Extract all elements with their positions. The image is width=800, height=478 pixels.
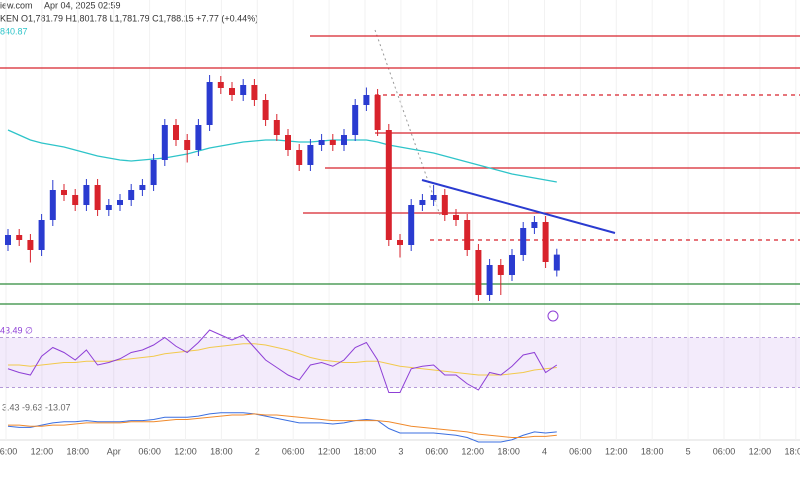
time-label: 06:00 [569,446,592,456]
time-label: 12:00 [174,446,197,456]
candle-body [173,125,179,140]
candle-body [419,200,426,205]
candle-body [329,140,336,145]
candle-body [341,135,347,145]
candle-body [139,185,146,190]
candle-body [363,95,370,105]
candle-body [408,205,415,245]
candle-body [38,220,45,250]
time-label: 2 [255,446,260,456]
candle-body [318,140,325,145]
time-label: 18:00 [497,446,520,456]
candle-body [206,82,213,125]
candle-body [430,195,437,200]
candle-body [542,222,549,262]
candle-body [229,88,235,95]
candle-body [195,125,202,150]
candle-body [5,235,11,245]
candle-body [397,240,403,245]
candle-body [262,100,269,120]
candle-body [251,85,258,100]
candle-body [117,200,123,205]
time-label: 3 [398,446,403,456]
candle-body [553,254,560,271]
rsi-band [0,337,800,388]
candle-body [150,160,157,185]
time-label: 18:00 [210,446,233,456]
ma-header: 840.87 [0,26,28,36]
candle-body [497,265,504,275]
candle-body [374,95,381,130]
time-label: 06:00 [713,446,736,456]
candle-body [520,228,527,255]
candle-body [161,125,168,160]
alert-icon [547,310,559,322]
time-label: 06:00 [138,446,161,456]
candle-body [385,130,392,240]
candle-body [128,190,135,200]
site-label: iew.com [0,0,33,10]
candle-body [285,135,291,150]
time-label: 5 [686,446,691,456]
time-label: 12:00 [318,446,341,456]
time-label: 18:00 [67,446,90,456]
candle-body [217,82,224,88]
macd-header: 3.43 -9.63 -13.07 [2,402,71,412]
candle-body [273,120,280,135]
time-label: 06:00 [0,446,17,456]
candle-body [27,240,34,250]
trend-line [421,179,616,234]
candle-body [441,195,448,215]
candle-body [105,205,112,210]
time-label: 12:00 [749,446,772,456]
ohlc-header: KEN O1,781.79 H1,801.78 L1,781.79 C1,788… [0,13,258,23]
candle-body [352,105,359,135]
rsi-header: 43.49 ∅ [0,325,33,335]
signal-line [8,413,557,438]
time-label: 18:00 [641,446,664,456]
candle-body [72,195,79,205]
candle-body [240,85,247,95]
candle-body [453,215,459,220]
time-label: 06:00 [282,446,305,456]
time-label: 18:00 [785,446,800,456]
time-label: 12:00 [31,446,54,456]
candle-body [307,145,314,165]
candle-body [94,185,101,210]
time-label: 12:00 [461,446,484,456]
candle-body [531,222,538,228]
candle-body [475,250,482,295]
candle-body [464,220,471,250]
time-label: Apr [107,446,121,456]
moving-average [7,129,557,183]
candle-body [509,255,515,275]
time-label: 4 [542,446,547,456]
rsi-ma [8,343,557,376]
macd-line [7,412,557,443]
candle-body [49,190,56,220]
candle-body [61,190,67,195]
time-label: 12:00 [605,446,628,456]
candle-body [486,265,493,295]
candle-body [83,185,90,205]
candle-body [184,140,191,150]
candle-body [296,150,303,165]
time-label: 18:00 [354,446,377,456]
candle-body [16,235,23,240]
rsi-line [7,329,558,393]
time-label: 06:00 [426,446,449,456]
date-label: Apr 04, 2025 02:59 [44,0,121,10]
